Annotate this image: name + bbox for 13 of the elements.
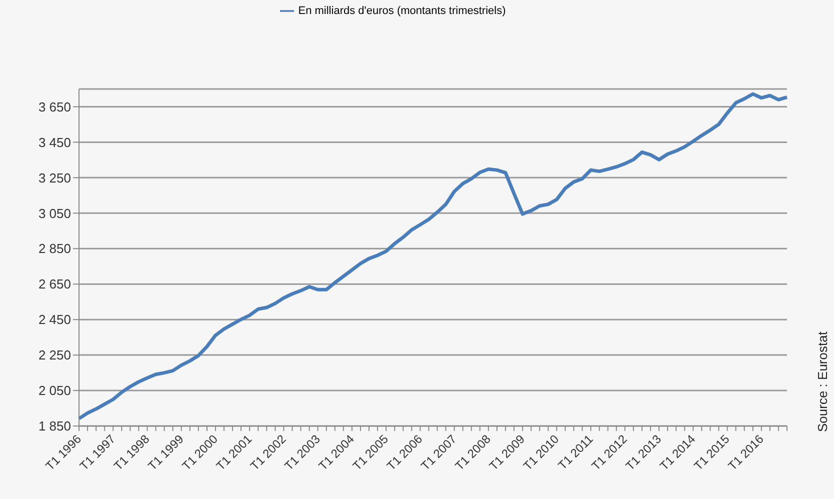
y-tick-label: 2 650 (38, 276, 71, 292)
source-note: Source : Eurostat (815, 332, 830, 432)
y-tick-label: 2 850 (38, 241, 71, 256)
y-tick-label: 2 050 (38, 383, 71, 398)
y-tick-label: 3 450 (38, 134, 71, 150)
legend-label: En milliards d'euros (montants trimestriels) (298, 4, 506, 17)
y-tick-label: 2 250 (38, 348, 71, 363)
y-tick-label: 1 850 (38, 418, 71, 434)
y-tick-label: 3 250 (38, 170, 71, 186)
line-series (77, 92, 789, 420)
y-tick-label: 2 450 (38, 312, 71, 328)
y-tick-label: 3 650 (38, 99, 71, 114)
y-tick-label: 3 050 (38, 206, 71, 221)
